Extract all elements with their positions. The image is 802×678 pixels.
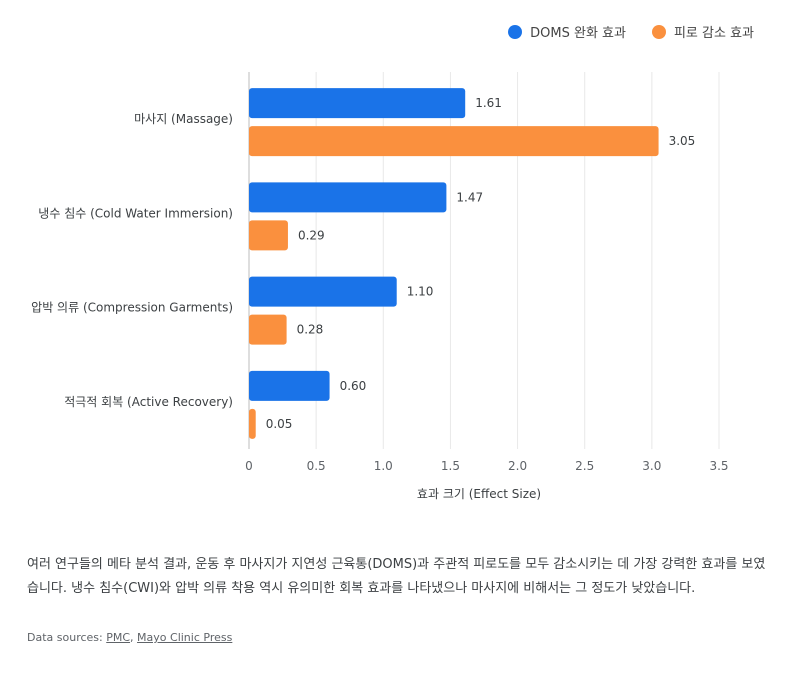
bar [249, 370, 330, 401]
bar [249, 314, 287, 345]
data-label: 0.05 [266, 417, 293, 431]
data-label: 3.05 [669, 134, 696, 148]
x-tick-label: 1.0 [374, 459, 393, 473]
sources-separator: , [130, 631, 138, 644]
bar-chart: 0 0.5 1.0 1.5 2.0 2.5 3.0 3.5 효과 크기 (Effect Size… [31, 72, 729, 501]
legend-item-doms[interactable]: DOMS 완화 효과 [508, 22, 626, 41]
bar [249, 408, 256, 439]
data-label: 0.29 [298, 228, 325, 242]
category-label: 적극적 회복 (Active Recovery) [64, 395, 233, 409]
x-tick-label: 1.5 [441, 459, 460, 473]
description: 여러 연구들의 메타 분석 결과, 운동 후 마사지가 지연성 근육통(DOMS… [27, 557, 766, 596]
data-sources: Data sources: PMC, Mayo Clinic Press [27, 631, 232, 644]
category-label: 압박 의류 (Compression Garments) [31, 301, 233, 315]
x-tick-label: 0.5 [307, 459, 326, 473]
x-tick-label: 0 [245, 459, 253, 473]
source-link-pmc[interactable]: PMC [106, 631, 131, 644]
data-label: 0.60 [340, 379, 367, 393]
legend-swatch-blue [508, 24, 523, 39]
sources-prefix: Data sources: [27, 631, 107, 644]
data-label: 0.28 [297, 323, 324, 337]
category-label: 냉수 침수 (Cold Water Immersion) [38, 206, 233, 220]
bar [249, 126, 659, 157]
bar [249, 182, 447, 213]
data-label: 1.61 [475, 96, 502, 110]
bar [249, 88, 466, 119]
legend-label: DOMS 완화 효과 [530, 26, 626, 41]
category-label: 마사지 (Massage) [134, 112, 233, 126]
x-tick-label: 2.0 [508, 459, 527, 473]
legend-item-fatigue[interactable]: 피로 감소 효과 [651, 22, 754, 41]
legend-swatch-orange [651, 24, 666, 39]
bar [249, 220, 288, 251]
source-link-mayo[interactable]: Mayo Clinic Press [137, 631, 233, 644]
data-label: 1.10 [407, 285, 434, 299]
x-tick-label: 3.0 [642, 459, 661, 473]
legend-label: 피로 감소 효과 [673, 26, 754, 41]
x-tick-label: 3.5 [709, 459, 728, 473]
x-tick-label: 2.5 [575, 459, 594, 473]
bar [249, 276, 397, 307]
x-axis-title: 효과 크기 (Effect Size) [417, 487, 541, 501]
data-label: 1.47 [456, 190, 483, 204]
legend: DOMS 완화 효과 피로 감소 효과 [508, 22, 754, 41]
